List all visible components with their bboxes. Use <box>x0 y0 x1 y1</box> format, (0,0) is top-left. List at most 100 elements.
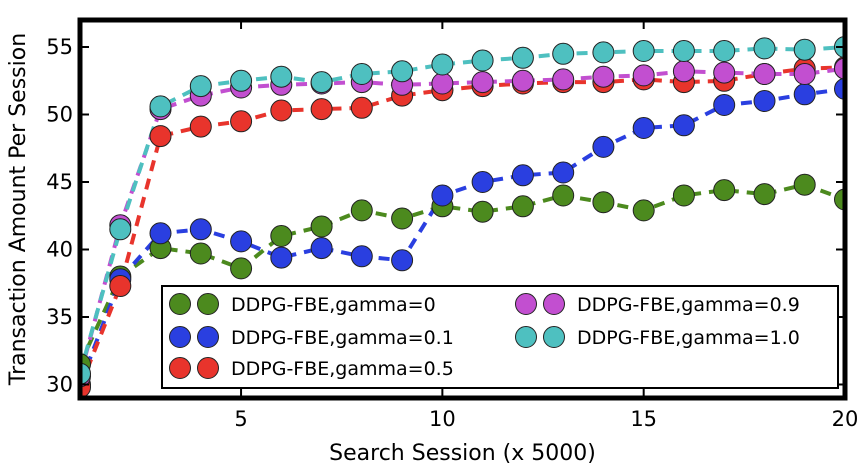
data-point-s1-18 <box>793 83 816 106</box>
data-point-s4-5 <box>270 65 293 88</box>
data-point-s1-10 <box>471 171 494 193</box>
legend-marker <box>169 326 191 348</box>
data-point-s4-10 <box>471 49 494 72</box>
data-point-s1-12 <box>552 161 575 184</box>
data-point-s0-6 <box>310 215 333 238</box>
data-point-s4-11 <box>511 46 534 69</box>
data-point-s0-10 <box>471 200 494 223</box>
data-point-s3-19 <box>834 57 845 80</box>
data-point-s0-18 <box>793 173 816 196</box>
plot-frame <box>77 17 848 401</box>
data-point-s2-4 <box>230 110 253 133</box>
data-point-s3-14 <box>632 64 655 87</box>
y-tick-label: 35 <box>46 305 73 329</box>
data-point-s0-14 <box>632 199 655 222</box>
legend-entry-label: DDPG-FBE,gamma=0.1 <box>231 327 454 349</box>
data-point-s3-11 <box>511 69 534 92</box>
data-point-s1-8 <box>391 249 414 272</box>
legend-box <box>161 285 839 389</box>
data-point-s1-11 <box>511 164 534 187</box>
data-point-s0-13 <box>592 191 615 214</box>
data-point-s0-7 <box>350 199 373 222</box>
data-point-s2-7 <box>350 96 373 119</box>
data-point-s3-13 <box>592 65 615 88</box>
axis-ticks: 5 10 15 20 30 35 40 45 50 55 <box>46 20 858 431</box>
data-point-s0-11 <box>511 195 534 218</box>
y-tick-label: 45 <box>46 170 73 194</box>
data-point-s1-7 <box>350 245 373 268</box>
data-point-s3-10 <box>471 71 494 94</box>
data-point-s0-8 <box>391 207 414 230</box>
data-point-s2-6 <box>310 98 333 121</box>
data-point-s1-15 <box>672 114 695 137</box>
data-point-s1-5 <box>270 246 293 269</box>
data-point-s1-14 <box>632 117 655 139</box>
data-point-s4-12 <box>552 42 575 65</box>
data-point-s0-3 <box>189 242 212 265</box>
data-point-s4-2 <box>149 95 172 118</box>
data-point-s2-1 <box>109 275 132 297</box>
data-point-s2-5 <box>270 99 293 122</box>
data-point-s0-19 <box>834 188 845 211</box>
x-axis-label: Search Session (x 5000) <box>329 441 596 466</box>
data-point-s3-17 <box>753 63 776 85</box>
series-points <box>80 36 845 398</box>
y-tick-label: 55 <box>46 35 73 59</box>
data-point-s4-1 <box>109 218 132 241</box>
data-point-s1-16 <box>713 94 736 116</box>
y-tick-label: 50 <box>46 103 73 127</box>
data-point-s1-2 <box>149 222 172 245</box>
legend-entry-label: DDPG-FBE,gamma=0 <box>231 294 436 316</box>
y-tick-label: 40 <box>46 238 73 262</box>
data-point-s3-16 <box>713 61 736 84</box>
data-point-s4-14 <box>632 40 655 62</box>
x-tick-label: 5 <box>234 407 247 431</box>
legend-marker <box>169 293 191 315</box>
series-line-1 <box>80 86 845 386</box>
data-point-s4-13 <box>592 41 615 64</box>
data-point-s4-0 <box>80 362 91 385</box>
legend-marker <box>197 293 219 315</box>
data-point-s0-5 <box>270 225 293 247</box>
data-point-s0-16 <box>713 179 736 202</box>
data-point-s1-4 <box>230 230 253 253</box>
data-point-s4-9 <box>431 53 454 76</box>
legend-entry-label: DDPG-FBE,gamma=1.0 <box>577 327 800 349</box>
data-point-s2-3 <box>189 115 212 138</box>
x-tick-label: 20 <box>832 407 859 431</box>
legend-marker <box>515 293 537 315</box>
data-point-s4-18 <box>793 38 816 61</box>
data-point-s4-7 <box>350 63 373 85</box>
legend-marker <box>197 357 219 379</box>
data-point-s1-6 <box>310 237 333 260</box>
data-point-s1-3 <box>189 218 212 241</box>
data-point-s4-4 <box>230 69 253 92</box>
data-point-s4-17 <box>753 37 776 60</box>
data-point-s3-18 <box>793 63 816 85</box>
legend-marker <box>515 326 537 348</box>
data-point-s3-12 <box>552 68 575 91</box>
data-point-s0-12 <box>552 184 575 207</box>
legend-marker <box>197 326 219 348</box>
data-point-s4-16 <box>713 40 736 62</box>
data-point-s1-13 <box>592 135 615 158</box>
y-tick-label: 30 <box>46 373 73 397</box>
legend: DDPG-FBE,gamma=0 DDPG-FBE,gamma=0.1 DDPG-F… <box>161 285 839 389</box>
data-point-s2-2 <box>149 125 172 148</box>
x-tick-label: 10 <box>429 407 456 431</box>
data-point-s4-6 <box>310 71 333 94</box>
data-point-s0-15 <box>672 184 695 207</box>
data-point-s3-9 <box>431 72 454 95</box>
data-point-s1-17 <box>753 90 776 112</box>
data-point-s1-9 <box>431 184 454 207</box>
data-point-s4-15 <box>672 40 695 62</box>
legend-marker <box>543 326 565 348</box>
x-tick-label: 15 <box>630 407 657 431</box>
data-point-s3-15 <box>672 60 695 83</box>
y-axis-label: Transaction Amount Per Session <box>6 33 31 386</box>
data-point-s4-3 <box>189 75 212 98</box>
legend-entry-label: DDPG-FBE,gamma=0.9 <box>577 294 800 316</box>
legend-marker <box>543 293 565 315</box>
legend-marker <box>169 357 191 379</box>
